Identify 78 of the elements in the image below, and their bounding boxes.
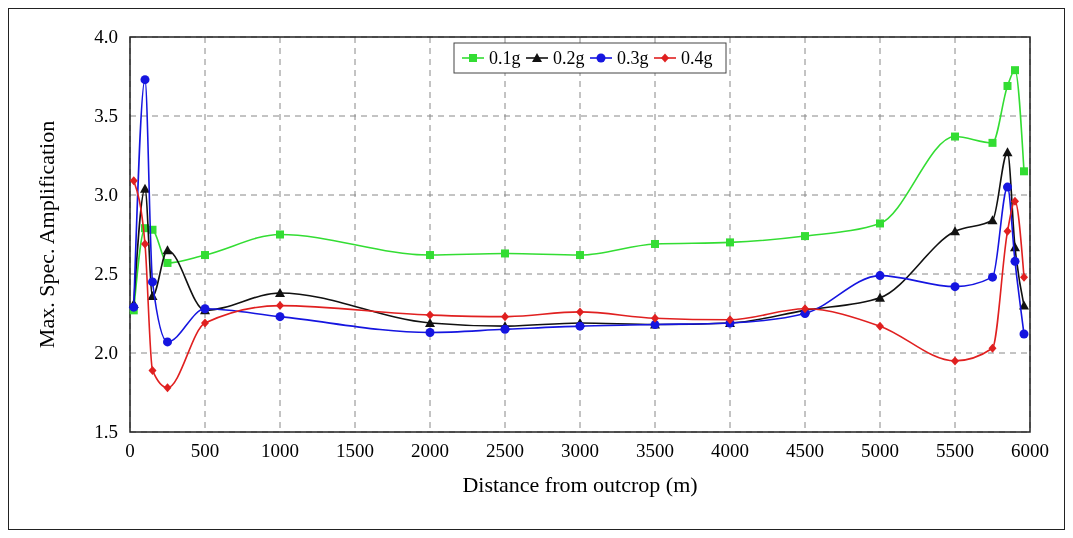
point	[501, 312, 509, 322]
legend-label: 0.3g	[617, 48, 649, 68]
point	[162, 245, 173, 255]
point	[726, 238, 734, 247]
point	[129, 176, 138, 186]
legend-label: 0.2g	[553, 48, 585, 68]
point	[129, 302, 139, 312]
point	[576, 307, 584, 317]
point	[425, 327, 435, 337]
point	[801, 232, 809, 241]
legend-label: 0.1g	[489, 48, 521, 68]
point	[1010, 256, 1020, 266]
point	[987, 215, 998, 225]
point	[140, 183, 150, 193]
point	[951, 132, 959, 141]
y-tick-label: 3.0	[94, 184, 118, 205]
point	[1003, 81, 1012, 90]
point	[651, 239, 659, 248]
y-tick-label: 2.0	[94, 342, 118, 363]
point	[148, 277, 157, 287]
x-tick-label: 0	[125, 440, 135, 461]
x-tick-label: 1500	[336, 440, 374, 461]
x-tick-label: 1000	[261, 440, 299, 461]
point	[988, 272, 997, 282]
point	[1019, 300, 1029, 310]
y-tick-label: 4.0	[94, 26, 118, 47]
point	[501, 249, 509, 258]
point	[1020, 167, 1028, 176]
x-tick-label: 4500	[786, 440, 824, 461]
point	[876, 321, 884, 331]
point	[950, 282, 960, 292]
x-tick-label: 2000	[411, 440, 449, 461]
x-tick-label: 3000	[561, 440, 599, 461]
x-tick-label: 4000	[711, 440, 749, 461]
point	[988, 138, 997, 147]
point	[876, 219, 884, 228]
point	[1003, 226, 1012, 236]
y-tick-label: 3.5	[94, 105, 118, 126]
point	[1011, 66, 1019, 75]
point	[163, 337, 172, 347]
point	[875, 271, 885, 281]
point	[275, 312, 285, 322]
point	[163, 383, 172, 393]
point	[988, 343, 997, 353]
legend-label: 0.4g	[681, 48, 713, 68]
point	[141, 239, 149, 249]
y-tick-label: 2.5	[94, 263, 118, 284]
point	[1019, 329, 1029, 339]
point	[875, 292, 885, 302]
point	[951, 356, 959, 366]
y-axis-title: Max. Spec. Amplification	[34, 120, 59, 349]
y-tick-label: 1.5	[94, 421, 118, 442]
point	[950, 226, 960, 236]
x-tick-label: 3500	[636, 440, 674, 461]
point	[201, 318, 209, 328]
point	[426, 310, 434, 320]
point	[201, 251, 209, 260]
point	[276, 301, 284, 311]
point	[148, 365, 157, 375]
point	[1003, 182, 1012, 192]
point	[575, 321, 585, 331]
point	[576, 251, 584, 260]
x-axis-title: Distance from outcrop (m)	[462, 472, 698, 497]
x-tick-label: 500	[190, 440, 220, 461]
point	[1020, 272, 1028, 282]
point	[163, 258, 172, 267]
point	[275, 287, 285, 297]
point	[1002, 147, 1013, 157]
point	[140, 75, 150, 85]
x-tick-label: 5500	[936, 440, 974, 461]
point	[1011, 196, 1019, 206]
x-tick-label: 5000	[861, 440, 899, 461]
point	[276, 230, 284, 239]
point	[425, 317, 435, 327]
x-tick-label: 6000	[1011, 440, 1049, 461]
point	[426, 251, 434, 260]
x-tick-label: 2500	[486, 440, 524, 461]
point	[651, 313, 659, 323]
